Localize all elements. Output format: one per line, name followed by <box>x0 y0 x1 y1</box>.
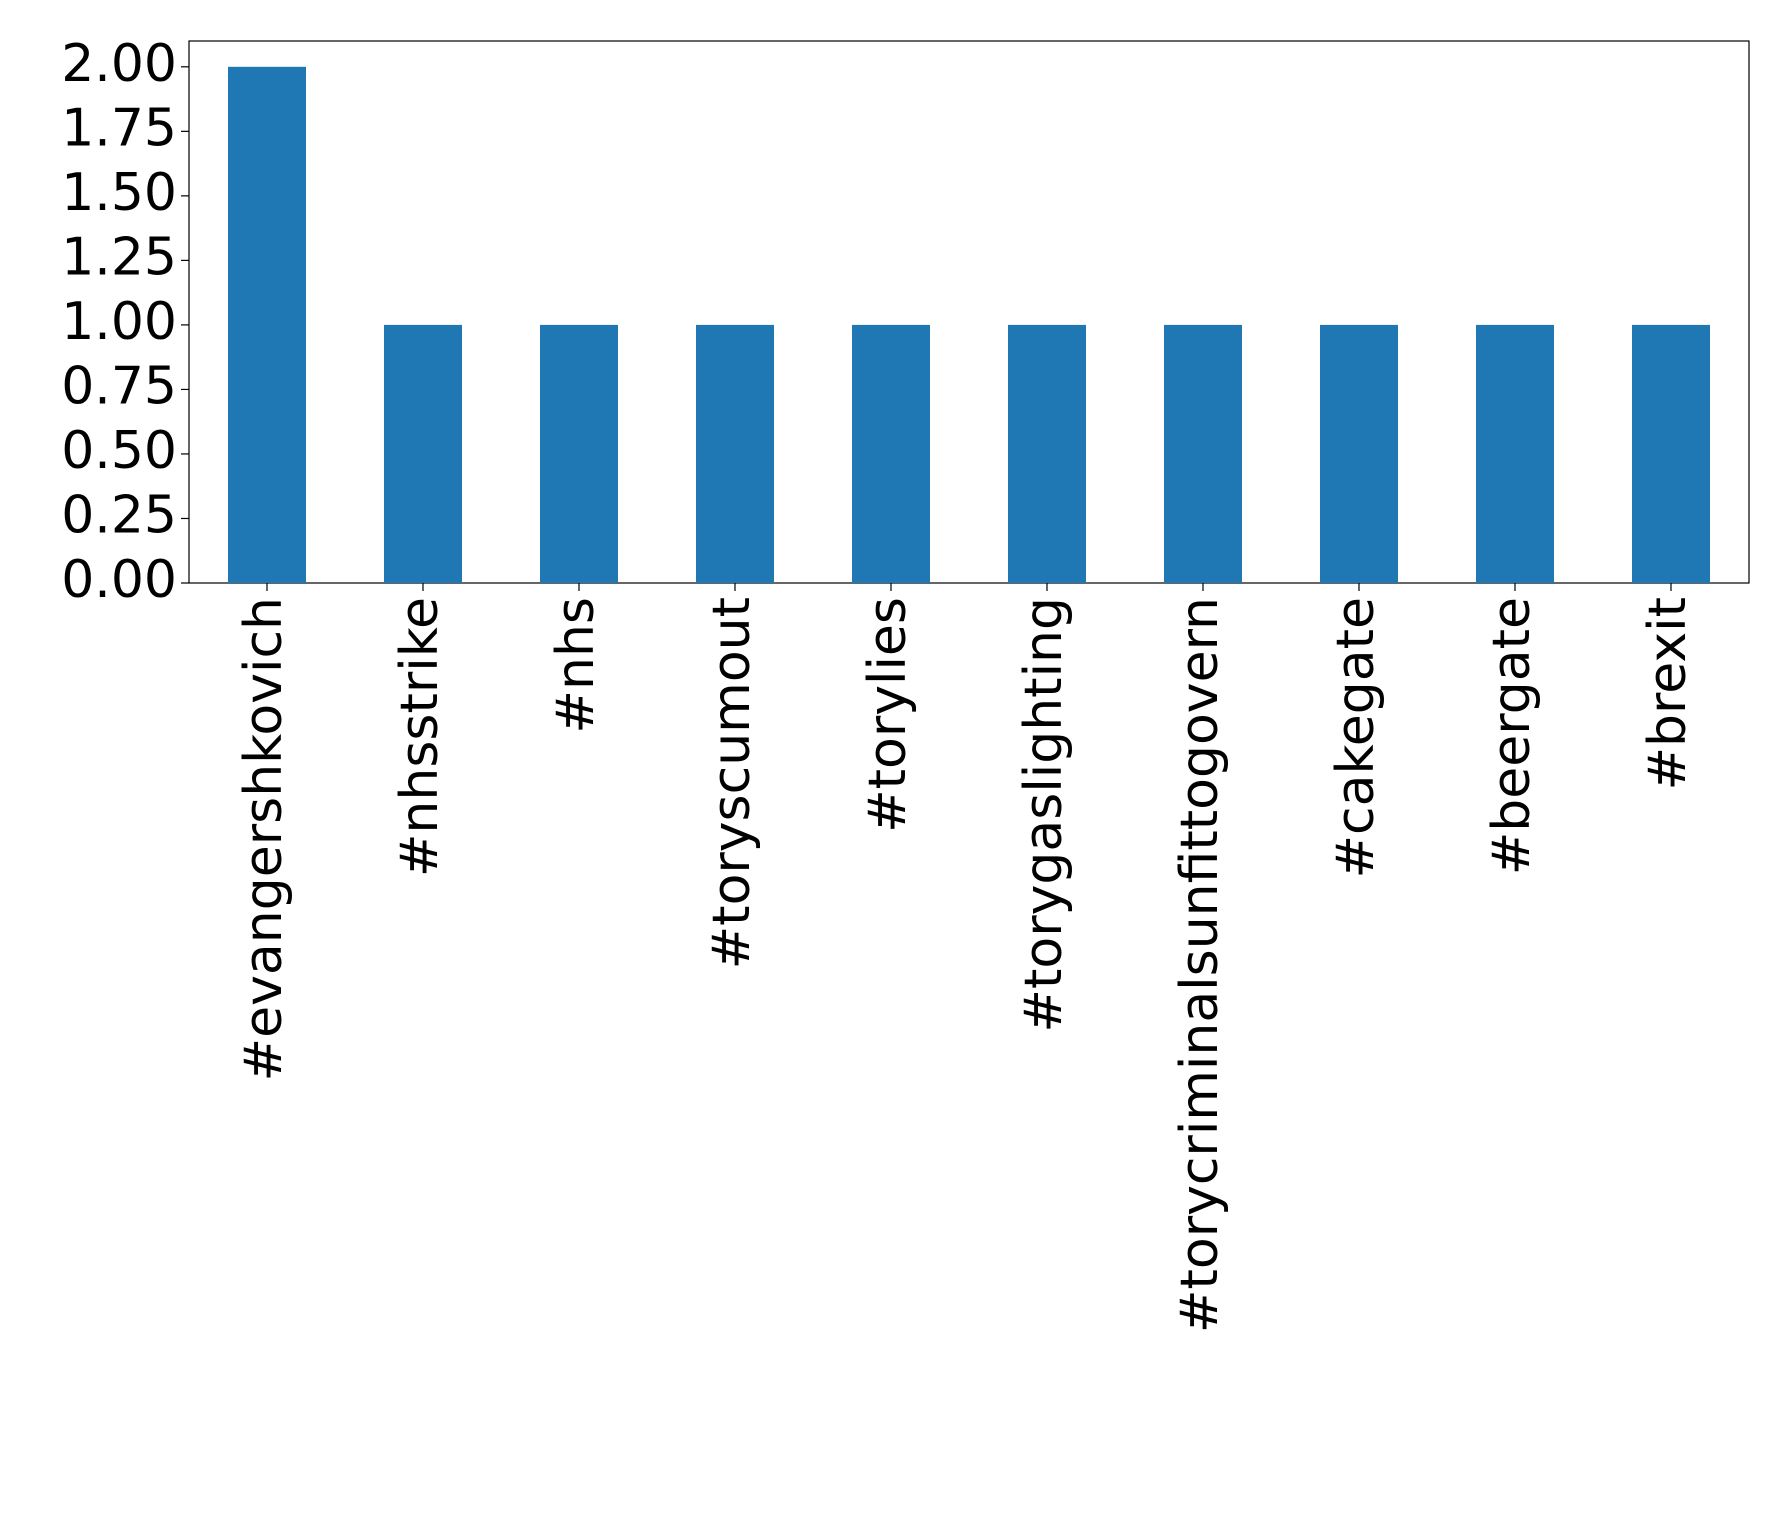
bar <box>1476 324 1554 583</box>
bar <box>228 66 306 584</box>
y-tick-label: 1.75 <box>61 98 177 158</box>
x-tick-label: #evangershkovich <box>234 597 294 1081</box>
bar <box>1008 324 1086 583</box>
y-tick-label: 2.00 <box>61 34 177 94</box>
x-tick-label: #torycriminalsunfittogovern <box>1170 597 1230 1333</box>
bar <box>540 324 618 583</box>
plot-frame <box>188 40 1750 584</box>
x-tick-label: #torygaslighting <box>1014 597 1074 1033</box>
x-tick-label: #beergate <box>1482 597 1542 875</box>
x-tick-label: #torylies <box>858 597 918 833</box>
bar <box>852 324 930 583</box>
x-tick-label: #cakegate <box>1326 597 1386 879</box>
bar <box>1632 324 1710 583</box>
y-tick-label: 1.00 <box>61 292 177 352</box>
y-tick-label: 0.50 <box>61 421 177 481</box>
y-tick-label: 1.50 <box>61 163 177 223</box>
y-tick-label: 0.75 <box>61 356 177 416</box>
bar <box>384 324 462 583</box>
x-tick-label: #nhsstrike <box>390 597 450 877</box>
x-tick-label: #toryscumout <box>702 597 762 969</box>
x-tick-label: #nhs <box>546 597 606 734</box>
x-tick-label: #brexit <box>1638 597 1698 791</box>
y-tick-label: 0.25 <box>61 485 177 545</box>
bar <box>1164 324 1242 583</box>
y-tick-label: 1.25 <box>61 227 177 287</box>
y-tick-label: 0.00 <box>61 550 177 610</box>
bar <box>696 324 774 583</box>
bar <box>1320 324 1398 583</box>
